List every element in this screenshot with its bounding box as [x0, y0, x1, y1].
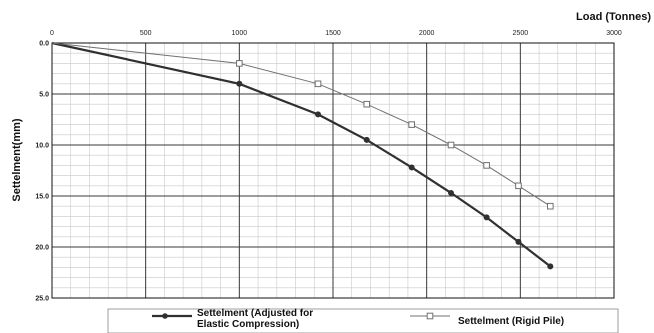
series-point-1 — [483, 214, 490, 221]
series-point-2 — [515, 182, 522, 190]
x-tick-label: 1500 — [325, 30, 341, 37]
x-tick-label: 500 — [140, 30, 152, 37]
series-point-2 — [447, 141, 455, 149]
x-tick-label: 2000 — [419, 30, 435, 37]
y-axis-label: Settelment(mm) — [11, 118, 23, 201]
y-tick-label: 0.0 — [39, 41, 49, 48]
series-point-2 — [363, 100, 371, 108]
series-point-1 — [408, 164, 415, 171]
x-tick-label: 1000 — [232, 30, 248, 37]
series-point-1 — [547, 263, 554, 270]
series-point-2 — [547, 202, 554, 210]
y-tick-label: 20.0 — [35, 245, 49, 252]
y-tick-labels: 0.0 5.0 10.0 15.0 20.0 25.0 — [35, 41, 49, 303]
series-point-1 — [363, 136, 370, 143]
legend-label-line: Settelment (Adjusted for — [197, 308, 313, 319]
legend-label-line: Elastic Compression) — [197, 319, 299, 330]
x-tick-label: 3000 — [606, 30, 622, 37]
y-tick-label: 10.0 — [35, 143, 49, 150]
series-point-2 — [483, 162, 490, 169]
plot-frame — [51, 42, 615, 299]
legend-label-line: Settelment (Rigid Pile) — [458, 316, 564, 327]
series-point-1 — [236, 80, 243, 87]
series-point-2 — [314, 80, 322, 88]
y-tick-label: 5.0 — [39, 92, 49, 99]
series-point-1 — [448, 189, 455, 196]
legend-marker-1 — [162, 313, 168, 319]
x-tick-labels: 0 500 1000 1500 2000 2500 3000 — [50, 30, 622, 37]
legend-label-1: Settelment (Adjusted for Elastic Compress… — [197, 308, 313, 330]
legend-label-2: Settelment (Rigid Pile) — [458, 316, 564, 327]
series-point-2 — [408, 121, 415, 128]
series-point-2 — [236, 60, 243, 67]
legend-marker-2 — [426, 312, 434, 320]
series-point-1 — [515, 238, 522, 245]
legend-box — [107, 308, 619, 333]
x-tick-label: 0 — [50, 30, 54, 37]
series-layer — [51, 41, 554, 270]
legend-entries: Settelment (Adjusted for Elastic Compress… — [152, 308, 564, 330]
legend: Settelment (Adjusted for Elastic Compress… — [107, 308, 619, 333]
y-tick-label: 15.0 — [35, 194, 49, 201]
x-axis-label: Load (Tonnes) — [576, 11, 651, 23]
series-point-1 — [315, 111, 322, 118]
x-tick-label: 2500 — [513, 30, 529, 37]
y-tick-label: 25.0 — [35, 296, 49, 303]
